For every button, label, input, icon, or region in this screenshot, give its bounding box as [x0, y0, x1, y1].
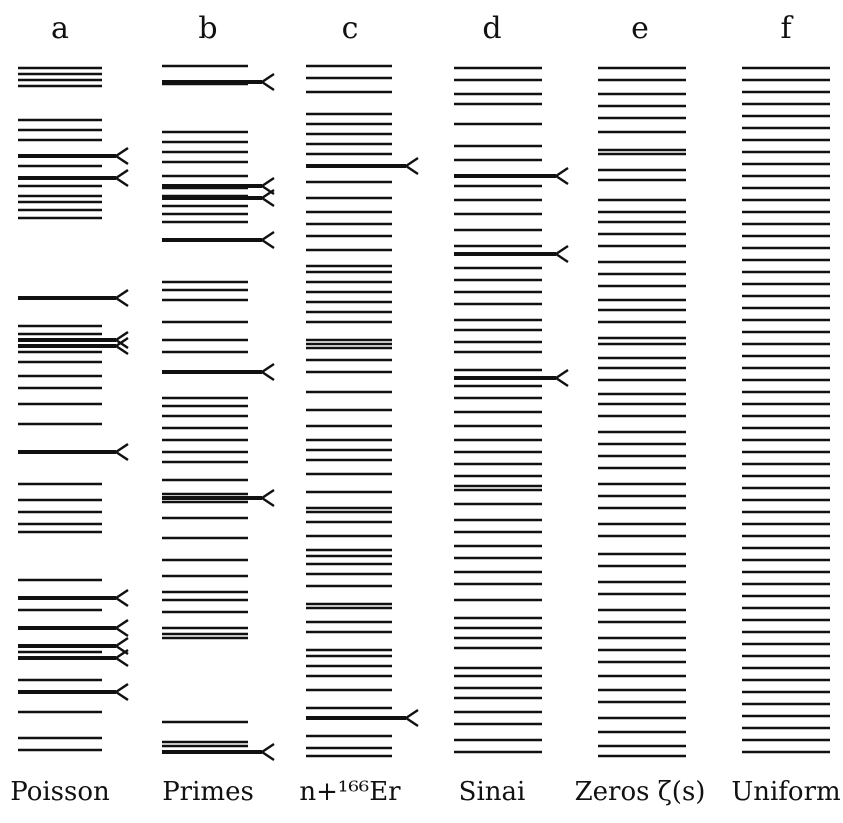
close-pair-marker-icon — [553, 369, 569, 387]
close-pair-marker-icon — [113, 619, 129, 637]
close-pair-marker-icon — [113, 147, 129, 165]
close-pair-marker-icon — [113, 331, 129, 349]
close-pair-marker-icon — [259, 489, 275, 507]
close-pair-marker-icon — [259, 231, 275, 249]
column-b: b Primes — [162, 11, 275, 807]
column-label-c: n+¹⁶⁶Er — [299, 777, 401, 807]
column-letter-b: b — [198, 11, 217, 46]
close-pair-marker-icon — [553, 167, 569, 185]
column-label-e: Zeros ζ(s) — [575, 777, 706, 807]
column-label-b: Primes — [162, 777, 254, 807]
close-pair-marker-icon — [403, 157, 419, 175]
close-pair-marker-icon — [113, 337, 129, 355]
close-pair-marker-icon — [113, 649, 129, 667]
column-letter-e: e — [631, 11, 649, 46]
column-label-a: Poisson — [10, 777, 110, 807]
column-a: a Poisson — [10, 11, 129, 807]
column-letter-f: f — [780, 11, 793, 46]
column-d: d Sinai — [454, 11, 569, 807]
column-letter-d: d — [482, 11, 501, 46]
column-label-d: Sinai — [459, 777, 526, 807]
close-pair-marker-icon — [259, 189, 275, 207]
close-pair-marker-icon — [113, 683, 129, 701]
close-pair-marker-icon — [403, 709, 419, 727]
column-label-f: Uniform — [731, 777, 840, 807]
close-pair-marker-icon — [113, 443, 129, 461]
close-pair-marker-icon — [259, 363, 275, 381]
close-pair-marker-icon — [259, 73, 275, 91]
column-e: e Zeros ζ(s) — [575, 11, 706, 807]
close-pair-marker-icon — [113, 289, 129, 307]
close-pair-marker-icon — [553, 245, 569, 263]
close-pair-marker-icon — [113, 589, 129, 607]
column-c: c n+¹⁶⁶Er — [299, 11, 419, 807]
column-letter-c: c — [342, 11, 359, 46]
close-pair-marker-icon — [259, 743, 275, 761]
column-f: f Uniform — [731, 11, 840, 807]
close-pair-marker-icon — [113, 169, 129, 187]
column-letter-a: a — [51, 11, 69, 46]
